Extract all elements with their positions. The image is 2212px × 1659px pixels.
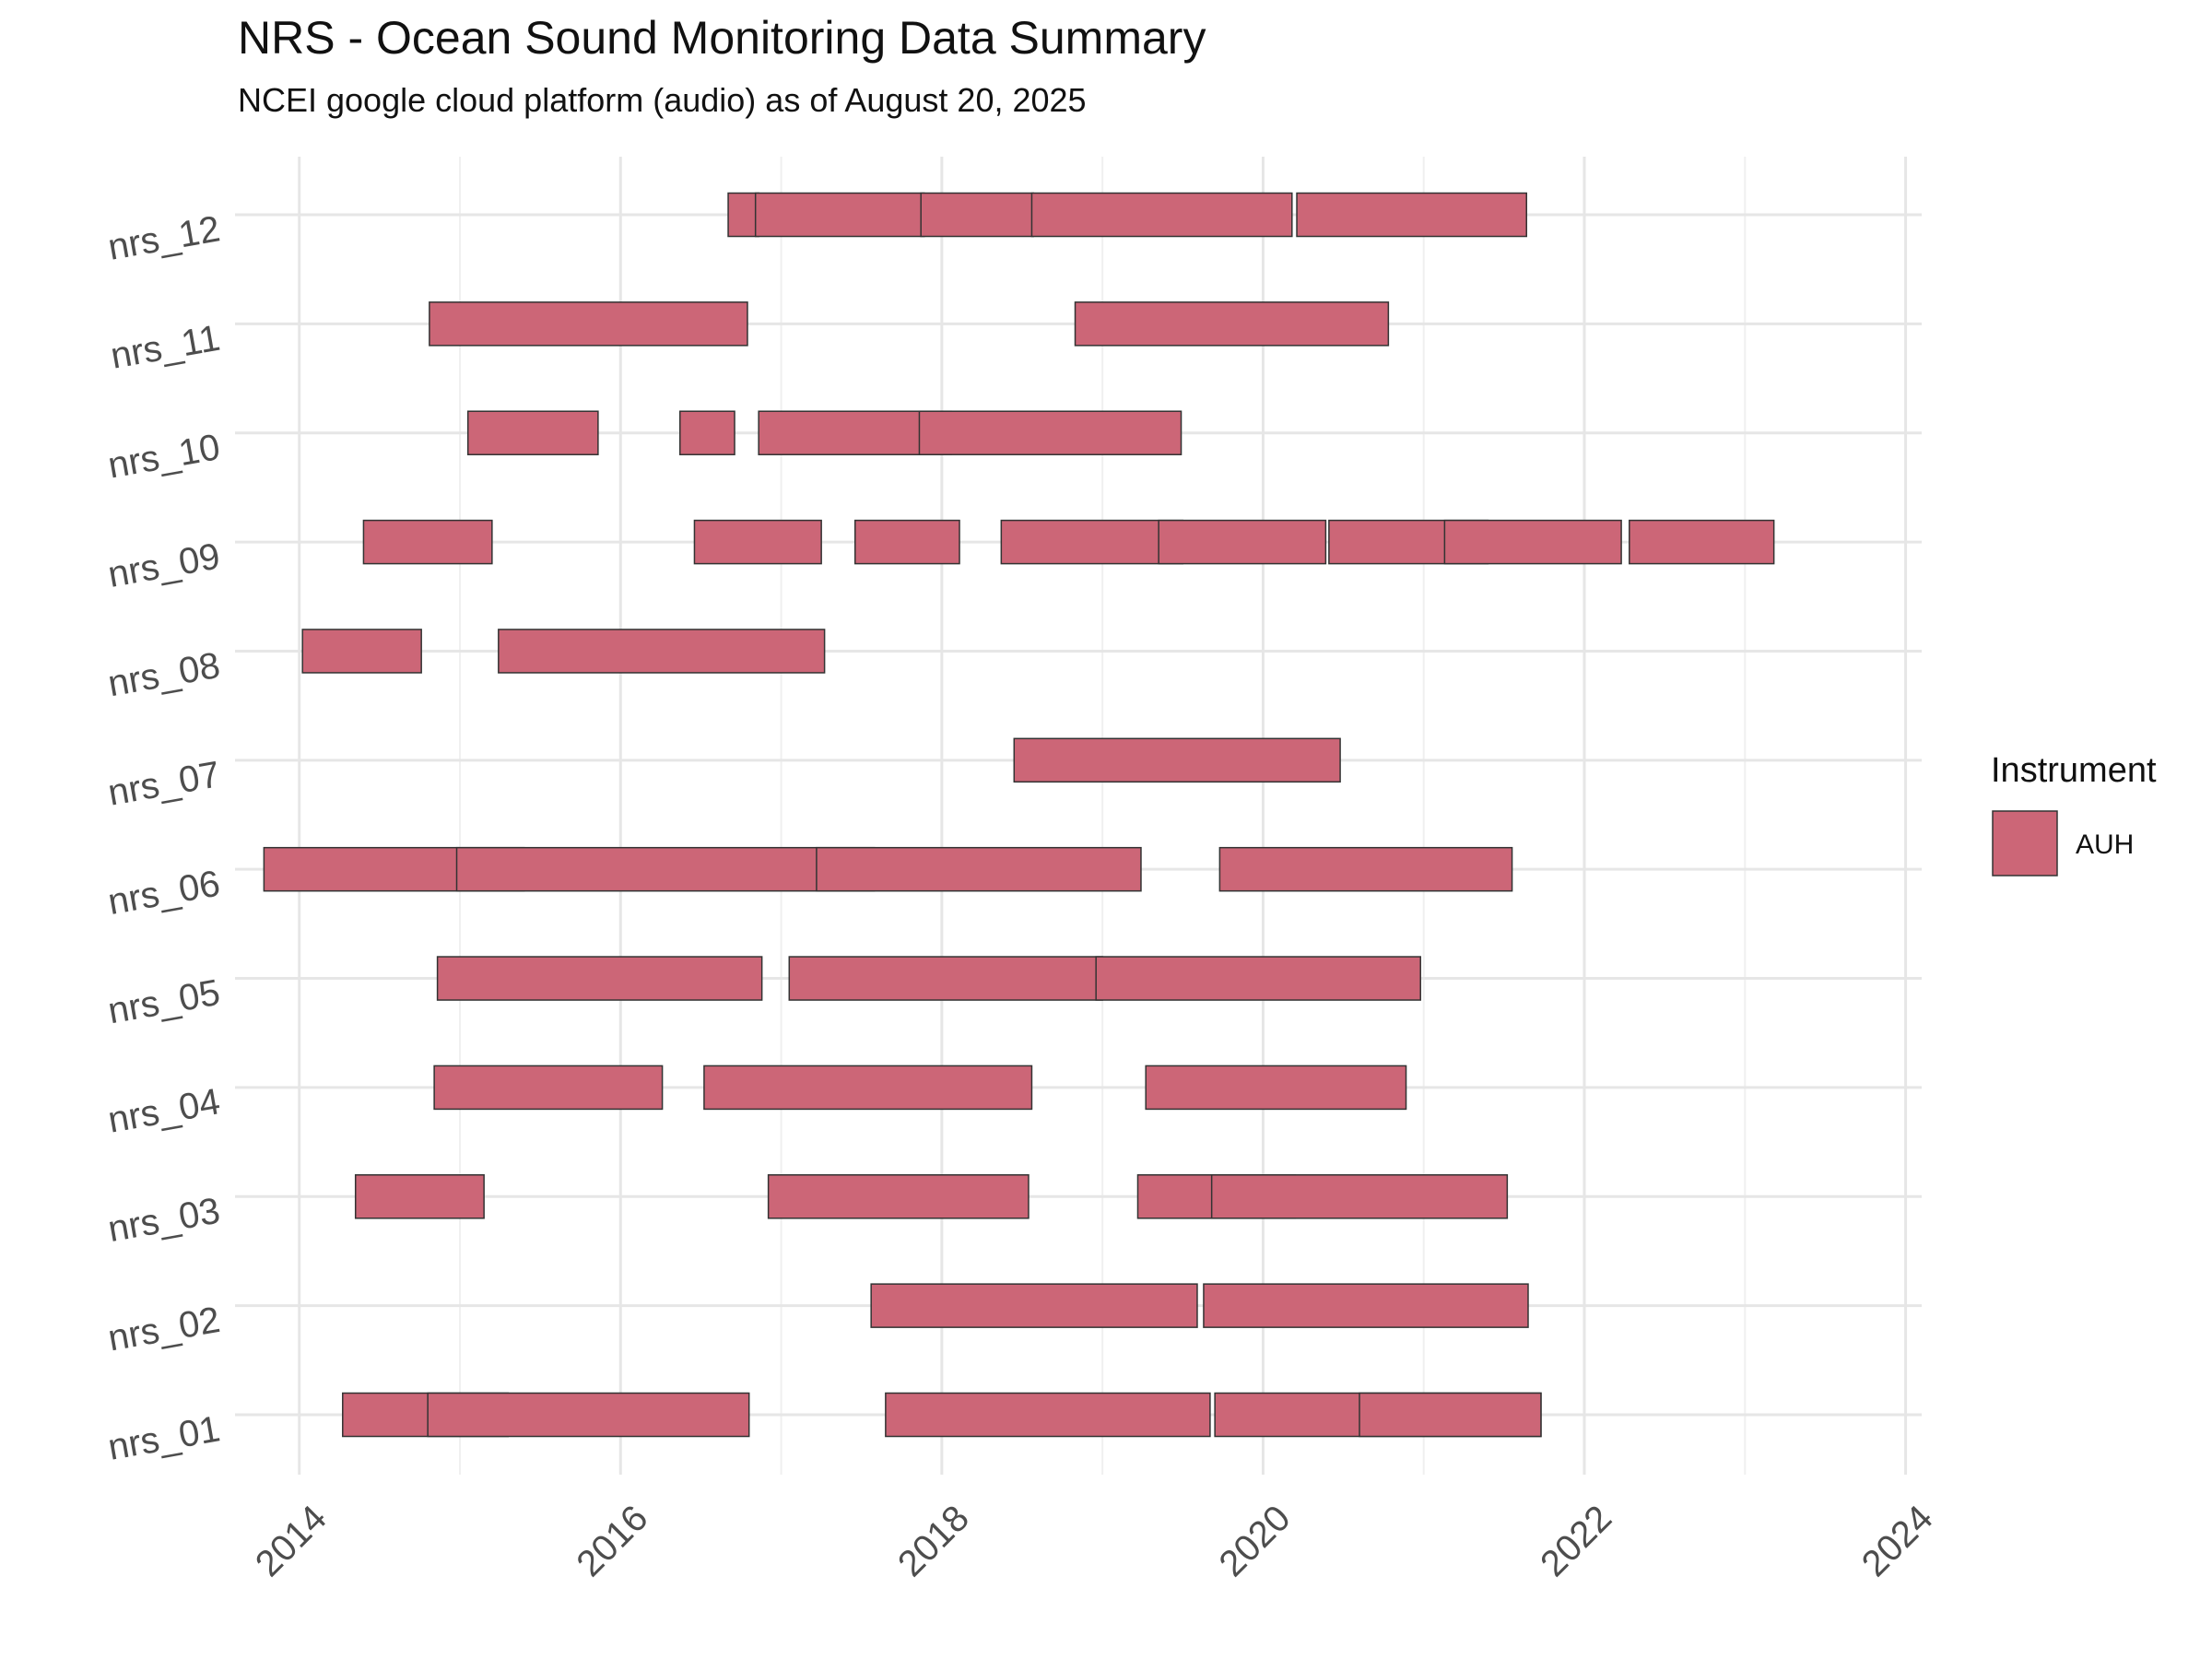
interval-bar-nrs_04: [703, 1065, 1033, 1111]
x-tick-label: 2016: [569, 1498, 655, 1584]
interval-bar-nrs_03: [1210, 1174, 1509, 1219]
legend-key-auh: [1992, 810, 2058, 877]
interval-bar-nrs_09: [1629, 519, 1775, 565]
interval-bar-nrs_03: [767, 1174, 1030, 1219]
legend-label-auh: AUH: [2076, 830, 2134, 860]
interval-bar-nrs_09: [362, 519, 493, 565]
y-tick-label: nrs_08: [105, 645, 223, 705]
x-tick-label: 2022: [1533, 1498, 1619, 1584]
interval-bars: [263, 192, 1775, 1438]
x-tick-label: 2024: [1854, 1498, 1941, 1584]
y-tick-label: nrs_06: [105, 864, 223, 924]
y-tick-label: nrs_05: [105, 972, 223, 1032]
interval-bar-nrs_05: [788, 956, 1103, 1001]
y-tick-label: nrs_07: [105, 754, 223, 814]
interval-bar-nrs_06: [455, 846, 876, 892]
grid-lines: [235, 157, 1922, 1475]
y-tick-label: nrs_03: [105, 1191, 223, 1251]
x-axis-labels: 2014 2016 2018 2020 2022 2024: [248, 1498, 1941, 1584]
interval-bar-nrs_03: [354, 1174, 485, 1219]
interval-bar-nrs_08: [301, 629, 422, 674]
interval-bar-nrs_01: [1359, 1392, 1542, 1438]
x-tick-label: 2020: [1212, 1498, 1299, 1584]
interval-bar-nrs_01: [427, 1392, 750, 1438]
interval-bar-nrs_05: [436, 956, 763, 1001]
interval-bar-nrs_09: [1443, 519, 1622, 565]
interval-bar-nrs_12: [727, 192, 759, 238]
y-tick-label: nrs_12: [105, 208, 223, 268]
interval-bar-nrs_09: [693, 519, 822, 565]
chart-title: NRS - Ocean Sound Monitoring Data Summar…: [238, 12, 1206, 64]
y-tick-label: nrs_09: [105, 535, 223, 595]
interval-bar-nrs_12: [920, 192, 1034, 238]
interval-bar-nrs_12: [1296, 192, 1528, 238]
chart-subtitle: NCEI google cloud platform (audio) as of…: [238, 81, 1087, 119]
interval-bar-nrs_01: [885, 1392, 1211, 1438]
legend: Instrument AUH: [1991, 751, 2157, 877]
interval-bar-nrs_09: [853, 519, 960, 565]
interval-bar-nrs_09: [1000, 519, 1184, 565]
interval-bar-nrs_06: [816, 846, 1142, 892]
y-axis-labels: nrs_01 nrs_02 nrs_03 nrs_04 nrs_05 nrs_06 nrs_…: [105, 208, 223, 1468]
y-tick-label: nrs_11: [108, 318, 223, 377]
interval-bar-nrs_10: [918, 410, 1182, 455]
interval-bar-nrs_12: [1030, 192, 1293, 238]
interval-bar-nrs_10: [466, 410, 599, 455]
interval-bar-nrs_11: [429, 301, 748, 347]
y-tick-label: nrs_02: [105, 1300, 223, 1359]
x-tick-label: 2018: [890, 1498, 977, 1584]
interval-bar-nrs_07: [1013, 737, 1341, 783]
x-tick-label: 2014: [248, 1498, 335, 1584]
interval-bar-nrs_02: [870, 1283, 1198, 1328]
interval-bar-nrs_09: [1158, 519, 1327, 565]
y-tick-label: nrs_01: [105, 1408, 223, 1468]
interval-bar-nrs_02: [1203, 1283, 1529, 1328]
interval-bar-nrs_04: [1145, 1065, 1407, 1111]
interval-bar-nrs_11: [1074, 301, 1390, 347]
y-tick-label: nrs_04: [105, 1081, 223, 1141]
legend-title: Instrument: [1991, 751, 2157, 790]
interval-bar-nrs_10: [679, 410, 735, 455]
interval-bar-nrs_12: [754, 192, 925, 238]
interval-bar-nrs_08: [498, 629, 826, 674]
interval-bar-nrs_05: [1095, 956, 1421, 1001]
interval-bar-nrs_06: [1218, 846, 1513, 892]
y-tick-label: nrs_10: [105, 427, 223, 487]
interval-bar-nrs_04: [433, 1065, 664, 1111]
